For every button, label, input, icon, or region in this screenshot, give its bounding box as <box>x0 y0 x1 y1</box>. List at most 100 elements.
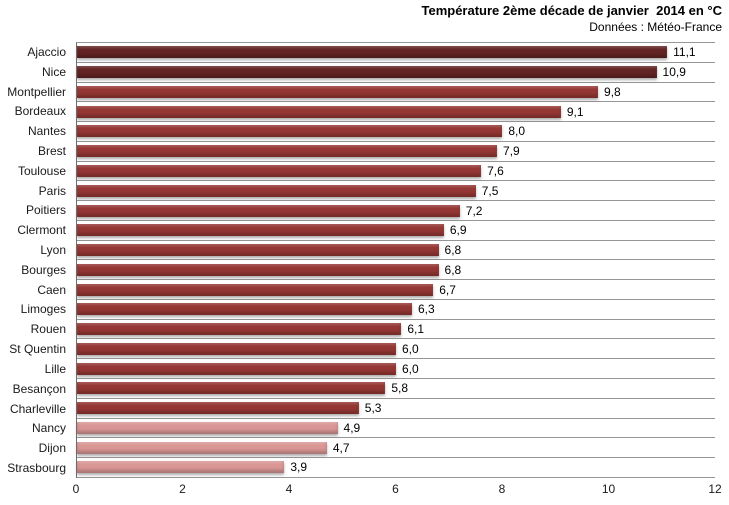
category-label: Ajaccio <box>27 44 66 59</box>
bar-row: 4,9 <box>77 419 715 439</box>
bar-row: 5,8 <box>77 379 715 399</box>
temperature-bar <box>77 85 599 98</box>
category-label: Clermont <box>17 223 66 238</box>
bar-value-label: 6,8 <box>444 243 462 258</box>
chart-header: Température 2ème décade de janvier 2014 … <box>422 3 723 34</box>
bar-value-label: 4,9 <box>343 420 361 435</box>
x-axis-tick-label: 4 <box>285 482 293 496</box>
category-label: Lille <box>44 361 66 376</box>
bar-value-label: 9,8 <box>604 84 621 99</box>
bar-value-label: 6,1 <box>407 322 424 337</box>
bar-row: 9,1 <box>77 102 715 123</box>
bar-row: 6,8 <box>77 241 715 261</box>
bar-row: 7,9 <box>77 142 715 162</box>
bar-row: 6,8 <box>77 260 715 281</box>
x-axis-tick-label: 2 <box>179 482 186 496</box>
bar-row: 4,7 <box>77 438 715 459</box>
bar-row: 11,1 <box>77 43 715 63</box>
bar-row: 6,3 <box>77 300 715 320</box>
category-label: Bourges <box>21 262 66 277</box>
category-label: Nantes <box>27 124 66 139</box>
category-label: Charleville <box>9 401 66 416</box>
category-label: Dijon <box>38 441 66 456</box>
temperature-bar <box>77 441 327 454</box>
bar-value-label: 7,5 <box>481 183 499 198</box>
category-label: Limoges <box>20 302 66 317</box>
bar-row: 6,7 <box>77 280 715 300</box>
category-label: Toulouse <box>17 163 66 178</box>
category-label: Poitiers <box>25 203 66 218</box>
temperature-bar <box>77 421 338 434</box>
temperature-bar <box>77 184 476 197</box>
value-axis-labels: 0 2 4 6 8 10 12 <box>72 482 722 498</box>
bar-row: 7,5 <box>77 181 715 202</box>
bar-value-label: 6,9 <box>449 223 467 238</box>
temperature-bar <box>77 402 359 415</box>
bar-value-label: 11,1 <box>673 45 696 60</box>
temperature-bar <box>77 204 460 217</box>
category-label: Besançon <box>12 381 66 396</box>
temperature-bar <box>77 164 482 177</box>
bar-value-label: 7,6 <box>487 163 504 178</box>
temperature-bar <box>77 283 434 296</box>
temperature-bar <box>77 46 668 59</box>
temperature-bar <box>77 105 561 118</box>
category-label: Nice <box>41 64 66 79</box>
category-label: Bordeaux <box>14 104 66 119</box>
bar-row: 10,9 <box>77 63 715 83</box>
bar-value-label: 9,1 <box>566 104 584 119</box>
bar-value-label: 5,8 <box>391 381 409 396</box>
bar-value-label: 6,8 <box>444 262 462 277</box>
bar-row: 7,6 <box>77 162 715 182</box>
category-label: Nancy <box>31 421 66 436</box>
category-label: Brest <box>37 143 66 158</box>
category-label: Paris <box>38 183 66 198</box>
bar-value-label: 6,0 <box>402 361 419 376</box>
chart-subtitle: Données : Météo-France <box>589 20 722 34</box>
temperature-bar <box>77 66 657 79</box>
category-label: Strasbourg <box>7 460 66 475</box>
bar-value-label: 10,9 <box>662 65 686 80</box>
temperature-bar <box>77 303 412 316</box>
category-label: St Quentin <box>9 342 66 357</box>
temperature-bar <box>77 263 439 276</box>
temperature-bar <box>77 323 402 336</box>
bar-row: 3,9 <box>77 458 715 478</box>
bar-value-label: 3,9 <box>290 460 308 475</box>
x-axis-tick-label: 6 <box>392 482 399 496</box>
bar-value-label: 7,2 <box>465 203 483 218</box>
category-label: Lyon <box>40 243 66 258</box>
bar-row: 7,2 <box>77 201 715 221</box>
bar-row: 6,9 <box>77 221 715 241</box>
temperature-bar <box>77 362 396 375</box>
temperature-bar <box>77 244 439 257</box>
bar-value-label: 6,7 <box>439 282 456 297</box>
category-axis-labels: Ajaccio Nice Montpellier Bordeaux Nantes Bres… <box>0 42 71 478</box>
bar-row: 8,0 <box>77 122 715 142</box>
chart-title: Température 2ème décade de janvier 2014 … <box>421 3 723 18</box>
x-axis-tick-label: 8 <box>498 482 506 496</box>
plot-area: 11,1 10,9 9,8 9,1 8,0 7,9 7,6 7,5 7,2 6,9 6,8 6,8 6,… <box>76 42 715 478</box>
x-axis-tick-label: 0 <box>72 482 80 496</box>
bar-value-label: 6,3 <box>417 302 435 317</box>
bar-row: 5,3 <box>77 399 715 419</box>
bar-row: 6,0 <box>77 339 715 360</box>
x-axis-tick-label: 10 <box>601 482 616 496</box>
bar-value-label: 7,9 <box>503 144 520 159</box>
bar-row: 6,1 <box>77 320 715 340</box>
bar-value-label: 8,0 <box>508 124 526 139</box>
bar-value-label: 6,0 <box>402 341 419 356</box>
bar-row: 6,0 <box>77 359 715 380</box>
category-label: Montpellier <box>7 84 66 99</box>
temperature-bar <box>77 125 503 138</box>
bar-value-label: 4,7 <box>332 440 350 455</box>
temperature-bar <box>77 224 444 237</box>
temperature-bar <box>77 342 396 355</box>
category-label: Rouen <box>30 322 66 337</box>
temperature-bar <box>77 145 498 158</box>
category-label: Caen <box>37 282 66 297</box>
temperature-bar <box>77 461 285 474</box>
bar-row: 9,8 <box>77 83 715 103</box>
bar-value-label: 5,3 <box>364 401 382 416</box>
x-axis-tick-label: 12 <box>708 482 722 496</box>
